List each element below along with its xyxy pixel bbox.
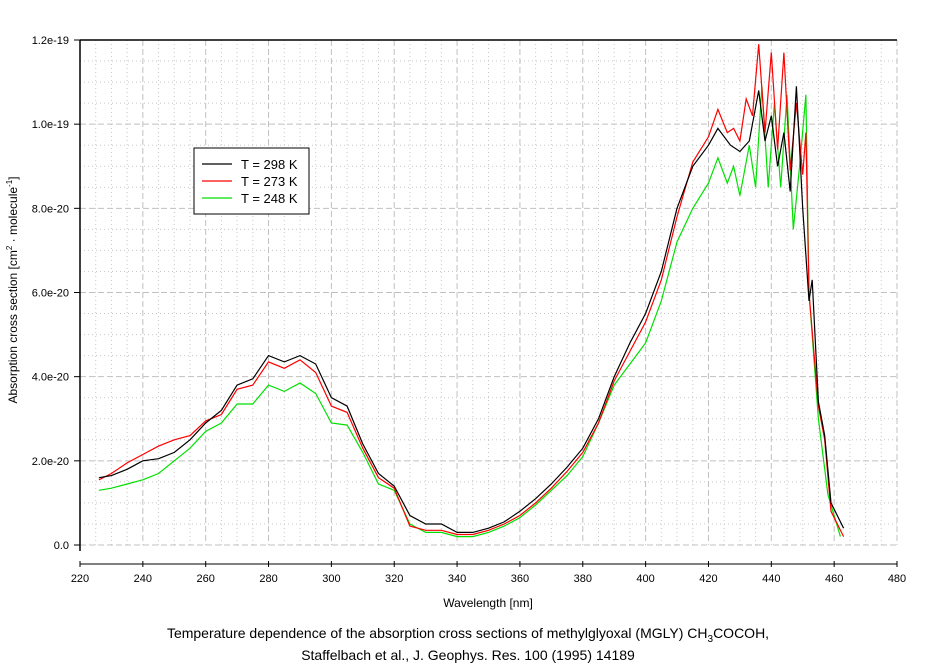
y-tick-label: 0.0: [54, 540, 69, 552]
legend-label: T = 273 K: [241, 174, 298, 189]
x-tick-label: 440: [762, 573, 780, 585]
y-tick-label: 1.0e-19: [32, 119, 69, 131]
x-tick-label: 360: [511, 573, 529, 585]
x-tick-label: 480: [888, 573, 906, 585]
caption-line-2: Staffelbach et al., J. Geophys. Res. 100…: [301, 647, 635, 663]
x-tick-label: 380: [574, 573, 592, 585]
x-tick-label: 280: [259, 573, 277, 585]
x-tick-label: 320: [385, 573, 403, 585]
x-tick-label: 240: [134, 573, 152, 585]
x-tick-label: 420: [699, 573, 717, 585]
y-axis-label: Absorption cross section [cm2 · molecule…: [5, 176, 20, 403]
x-tick-label: 460: [825, 573, 843, 585]
y-tick-label: 2.0e-20: [32, 456, 69, 468]
legend: T = 298 K T = 273 K T = 248 K: [193, 147, 310, 215]
y-tick-label: 4.0e-20: [32, 372, 69, 384]
legend-label: T = 248 K: [241, 191, 298, 206]
legend-box: [193, 147, 310, 215]
x-tick-label: 260: [197, 573, 215, 585]
x-axis-label: Wavelength [nm]: [443, 596, 533, 610]
y-tick-label: 6.0e-20: [32, 288, 69, 300]
legend-label: T = 298 K: [241, 157, 298, 172]
caption-line-1: Temperature dependence of the absorption…: [166, 625, 770, 645]
x-tick-label: 300: [322, 573, 340, 585]
y-tick-label: 8.0e-20: [32, 203, 69, 215]
series-line-248k: [98, 86, 841, 538]
y-tick-label: 1.2e-19: [32, 35, 69, 47]
series-line-273k: [98, 44, 845, 537]
absorption-chart: 220 240 260 280 300 320 340 360 380 400 420 440 460 4…: [5, 35, 906, 610]
x-tick-label: 340: [448, 573, 466, 585]
x-tick-label: 400: [636, 573, 654, 585]
x-tick-label: 220: [71, 573, 89, 585]
series-line-298k: [98, 86, 845, 534]
